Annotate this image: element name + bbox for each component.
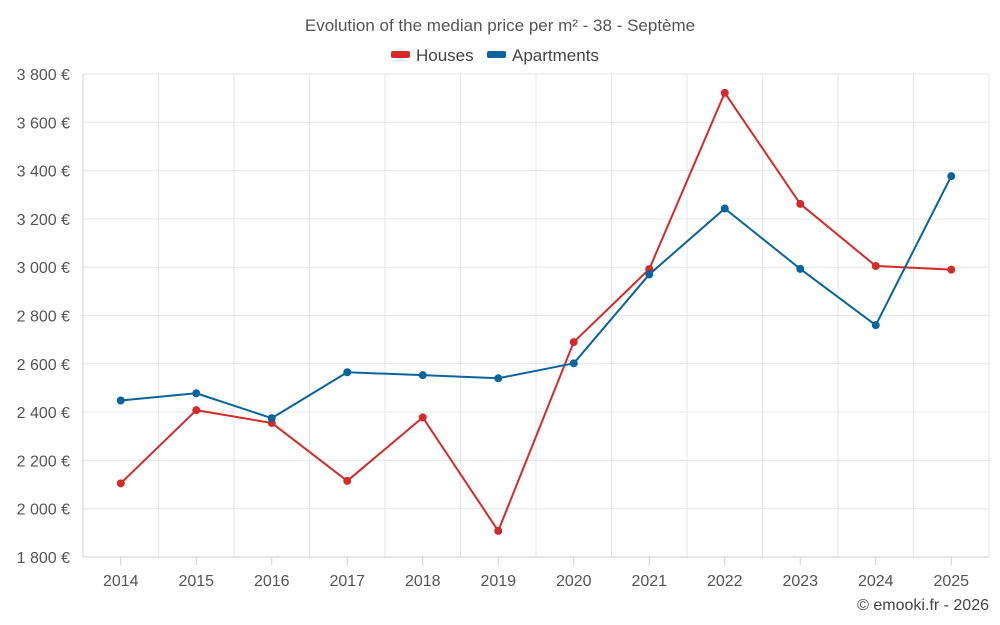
data-point-houses[interactable] <box>947 265 956 274</box>
data-point-apartments[interactable] <box>343 368 352 377</box>
grid <box>82 73 990 558</box>
y-tick-label: 2 400 € <box>17 405 70 422</box>
x-tick-label: 2022 <box>707 573 743 590</box>
y-tick-label: 2 600 € <box>17 357 70 374</box>
x-tick-label: 2014 <box>103 573 139 590</box>
data-point-apartments[interactable] <box>569 359 578 368</box>
series-line-houses[interactable] <box>120 91 952 532</box>
series-line-apartments[interactable] <box>120 175 953 420</box>
x-tick-label: 2018 <box>405 573 441 590</box>
data-point-apartments[interactable] <box>645 270 654 279</box>
x-tick-label: 2021 <box>631 573 667 590</box>
credit-text: © emooki.fr - 2026 <box>857 597 989 614</box>
data-point-apartments[interactable] <box>116 396 125 405</box>
y-tick-label: 2 800 € <box>17 309 70 326</box>
series[interactable] <box>116 88 956 535</box>
y-tick-label: 1 800 € <box>17 550 70 567</box>
y-tick-label: 2 200 € <box>17 453 70 470</box>
legend-swatch-houses[interactable] <box>391 51 410 58</box>
data-point-houses[interactable] <box>192 406 201 415</box>
x-tick-label: 2015 <box>178 573 214 590</box>
x-tick-label: 2023 <box>782 573 818 590</box>
x-axis: 2014 2015 2016 2017 2018 2019 2020 2021 2022 2023… <box>103 557 969 590</box>
x-tick-label: 2025 <box>933 573 969 590</box>
y-tick-label: 3 000 € <box>17 260 70 277</box>
chart-title: Evolution of the median price per m² - 3… <box>305 16 695 35</box>
data-point-houses[interactable] <box>871 261 880 270</box>
data-point-houses[interactable] <box>796 199 805 208</box>
data-point-apartments[interactable] <box>494 374 503 383</box>
legend[interactable]: Houses Apartments <box>391 46 599 65</box>
y-tick-label: 3 800 € <box>17 67 70 84</box>
y-axis: 1 800 € 2 000 € 2 200 € 2 400 € 2 600 € 2 800… <box>17 67 70 567</box>
legend-label-apartments[interactable]: Apartments <box>512 46 599 65</box>
data-point-houses[interactable] <box>116 479 125 488</box>
data-point-houses[interactable] <box>720 88 729 97</box>
data-point-apartments[interactable] <box>796 264 805 273</box>
x-tick-label: 2017 <box>329 573 365 590</box>
y-tick-label: 2 000 € <box>17 502 70 519</box>
data-point-apartments[interactable] <box>720 204 729 213</box>
x-tick-label: 2016 <box>254 573 290 590</box>
data-point-apartments[interactable] <box>267 414 276 423</box>
legend-label-houses[interactable]: Houses <box>416 46 474 65</box>
data-point-apartments[interactable] <box>947 172 956 181</box>
data-point-houses[interactable] <box>494 526 503 535</box>
series-apartments[interactable] <box>116 172 956 423</box>
data-point-houses[interactable] <box>569 338 578 347</box>
y-tick-label: 3 400 € <box>17 164 70 181</box>
legend-swatch-apartments[interactable] <box>487 51 506 58</box>
data-point-houses[interactable] <box>343 476 352 485</box>
x-tick-label: 2024 <box>858 573 894 590</box>
data-point-apartments[interactable] <box>418 371 427 380</box>
data-point-apartments[interactable] <box>871 321 880 330</box>
y-tick-label: 3 600 € <box>17 115 70 132</box>
x-tick-label: 2020 <box>556 573 592 590</box>
y-tick-label: 3 200 € <box>17 212 70 229</box>
data-point-houses[interactable] <box>418 413 427 422</box>
x-tick-label: 2019 <box>480 573 516 590</box>
data-point-apartments[interactable] <box>192 389 201 398</box>
